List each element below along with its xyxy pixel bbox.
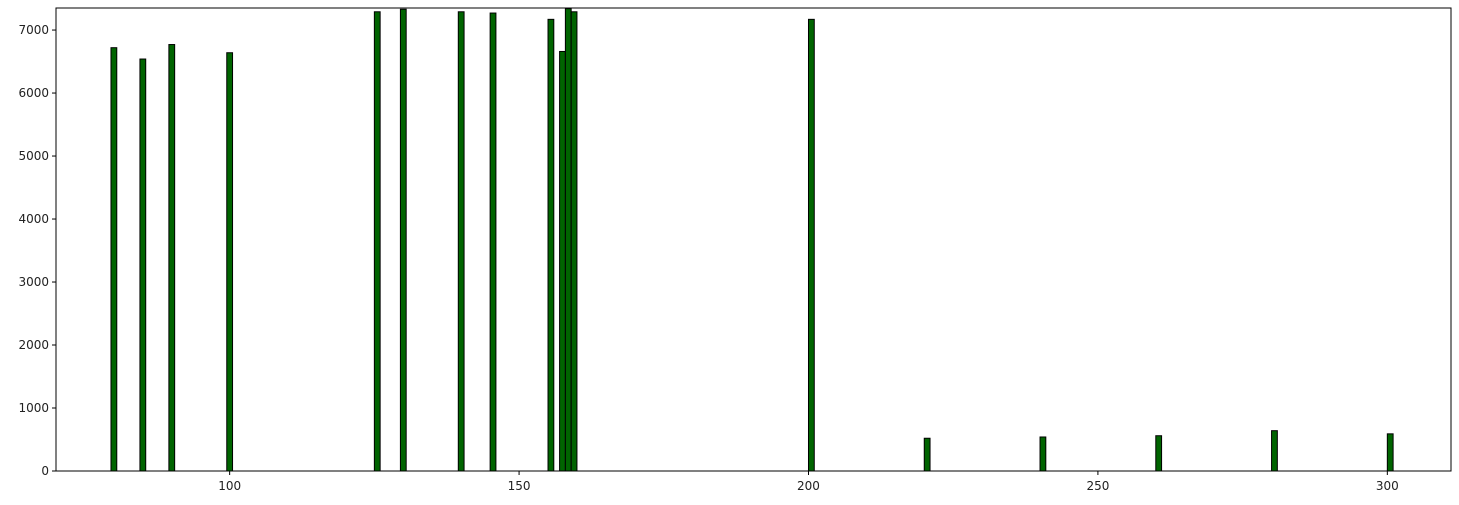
plot-background	[56, 8, 1451, 471]
y-tick-label: 2000	[18, 338, 49, 352]
x-tick-label: 150	[508, 479, 531, 493]
bar	[1271, 430, 1278, 472]
x-tick-label: 250	[1086, 479, 1109, 493]
bar	[457, 11, 465, 472]
bar	[807, 18, 815, 472]
bar	[1386, 433, 1394, 472]
bars-group	[110, 8, 1394, 472]
bar	[564, 8, 572, 472]
bar	[559, 50, 566, 472]
y-tick-label: 7000	[18, 23, 49, 37]
y-tick-label: 0	[41, 464, 49, 478]
bar	[1039, 436, 1047, 472]
y-tick-label: 4000	[18, 212, 49, 226]
x-tick-label: 300	[1376, 479, 1399, 493]
bar	[1155, 435, 1163, 472]
plot-frame	[55, 7, 1452, 472]
bar	[110, 47, 118, 472]
bar	[226, 52, 234, 472]
x-tick-label: 200	[797, 479, 820, 493]
y-tick-label: 5000	[18, 149, 49, 163]
bar	[489, 12, 497, 472]
y-tick-label: 3000	[18, 275, 49, 289]
y-tick-label: 6000	[18, 86, 49, 100]
bar	[923, 437, 931, 472]
bar	[168, 44, 176, 472]
y-tick-label: 1000	[18, 401, 49, 415]
bar	[373, 11, 381, 472]
x-axis-ticks: 100 150 200 250 300	[218, 471, 1399, 493]
bar	[570, 11, 578, 472]
x-tick-label: 100	[218, 479, 241, 493]
bar	[547, 18, 555, 472]
bar	[139, 58, 147, 472]
bar	[399, 8, 407, 472]
y-axis-ticks: 0 1000 2000 3000 4000 5000 6000 7000	[18, 23, 56, 478]
